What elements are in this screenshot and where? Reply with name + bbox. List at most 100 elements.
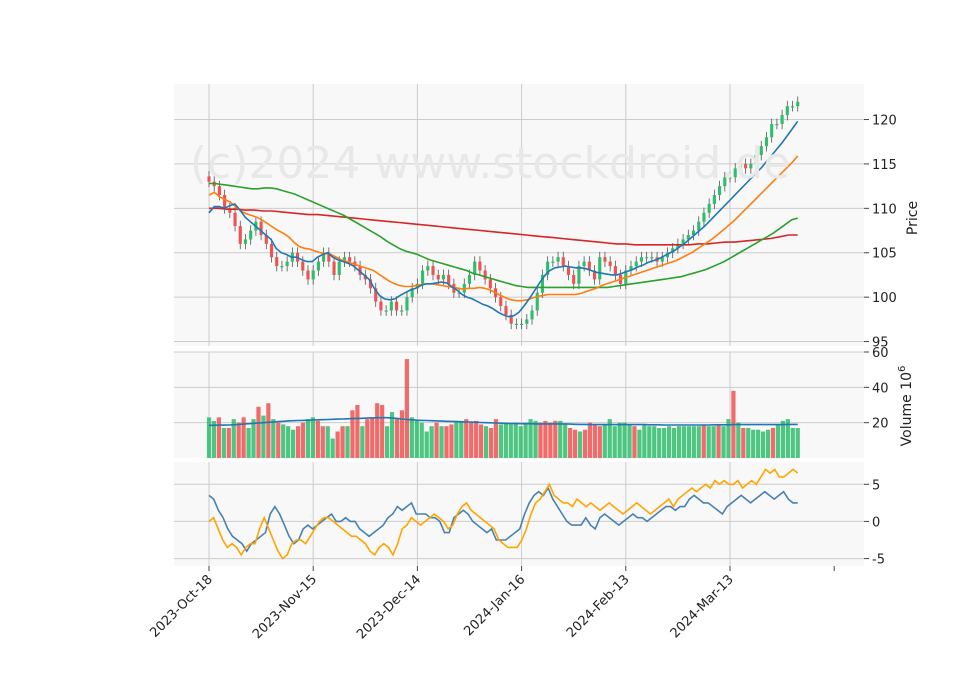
volume-bar [439, 426, 444, 458]
volume-bar [736, 422, 741, 458]
volume-bar [335, 431, 340, 458]
candle-body [368, 279, 373, 289]
price-ytick-label: 120 [872, 114, 897, 129]
candle-body [327, 252, 331, 262]
candle-body [389, 301, 393, 311]
candle-body [348, 257, 352, 262]
candle-body [488, 279, 492, 289]
candle-body [718, 186, 722, 196]
candle-body [467, 274, 472, 284]
volume-bar [756, 429, 761, 458]
volume-bar [711, 426, 716, 458]
x-tick-label: 2024-Mar-13 [668, 572, 737, 641]
candle-body [509, 314, 513, 324]
candle-body [733, 168, 737, 178]
candle-body [478, 261, 482, 271]
candle-body [301, 261, 305, 271]
volume-bar [503, 422, 508, 458]
volume-bar [795, 427, 800, 458]
ma-slow-line [209, 182, 798, 289]
candle-body [410, 288, 414, 298]
volume-bar [246, 427, 251, 458]
candle-body [384, 310, 388, 312]
volume-bar [760, 431, 766, 458]
candle-body [504, 306, 508, 315]
candle-body [566, 266, 571, 275]
candle-body [613, 266, 617, 275]
candle-body [707, 203, 711, 213]
price-ytick-label: 95 [872, 336, 889, 351]
candle-body [358, 266, 362, 275]
volume-bar [602, 424, 607, 458]
candle-body [238, 226, 242, 244]
volume-bar [226, 427, 231, 458]
volume-bar [419, 422, 424, 458]
volume-bar [360, 426, 365, 458]
volume-bar [666, 426, 672, 458]
volume-bar [706, 426, 711, 458]
volume-bar [652, 426, 657, 458]
volume-bar [488, 427, 494, 458]
x-tick-label: 2024-Jan-16 [461, 572, 528, 639]
volume-bar [548, 422, 553, 458]
oscillator-ytick-label: -5 [872, 553, 885, 568]
volume-bar [454, 420, 459, 458]
volume-bar [206, 417, 212, 458]
volume-bar [315, 420, 320, 458]
volume-bar [577, 431, 583, 458]
candle-body [770, 123, 774, 138]
volume-bar [686, 426, 691, 458]
volume-bar [404, 359, 409, 458]
volume-bar [538, 422, 543, 458]
volume-bar [375, 403, 380, 458]
price-ytick-label: 100 [872, 291, 897, 306]
volume-bar [612, 426, 617, 458]
candle-body [311, 270, 315, 280]
volume-bar [414, 420, 419, 458]
watermark: (c)2024 www.stockdroid.de [190, 138, 790, 189]
oscillator-line-b [208, 468, 799, 560]
candle-body [790, 106, 795, 108]
volume-bar [741, 427, 746, 458]
candle-body [749, 163, 753, 169]
volume-bar [647, 426, 652, 458]
volume-bar [637, 429, 642, 458]
candle-body [764, 137, 769, 147]
candle-body [671, 248, 675, 253]
volume-bar [330, 438, 335, 458]
volume-bar [493, 419, 499, 458]
candle-body [572, 274, 576, 284]
x-tick-label: 2023-Nov-15 [250, 572, 320, 642]
volume-bar [696, 426, 701, 458]
candle-body [462, 283, 466, 293]
candle-body [249, 230, 253, 240]
volume-bar [394, 419, 400, 458]
volume-bar [775, 424, 781, 458]
candle-body [436, 274, 440, 280]
candle-body [587, 261, 591, 271]
volume-bar [691, 426, 696, 458]
candle-body [697, 221, 701, 231]
volume-bar [726, 419, 731, 458]
volume-ytick-label: 20 [872, 417, 889, 432]
ma-fast-line [208, 120, 799, 318]
candle-body [483, 270, 487, 280]
candle-body [421, 270, 425, 284]
volume-bar [300, 422, 306, 458]
volume-bar [256, 406, 261, 458]
candle-body [582, 261, 586, 267]
candle-body [535, 292, 539, 311]
volume-bar [385, 426, 390, 458]
candle-body [275, 257, 279, 267]
volume-bar [474, 420, 479, 458]
oscillator-ytick-label: 0 [872, 515, 880, 530]
candle-body [530, 310, 534, 320]
volume-bar [671, 427, 677, 458]
candle-body [592, 270, 597, 280]
candle-body [551, 261, 555, 263]
volume-bar [424, 431, 429, 458]
candle-body [441, 274, 446, 280]
candle-body [223, 195, 227, 209]
candle-body [744, 163, 748, 169]
